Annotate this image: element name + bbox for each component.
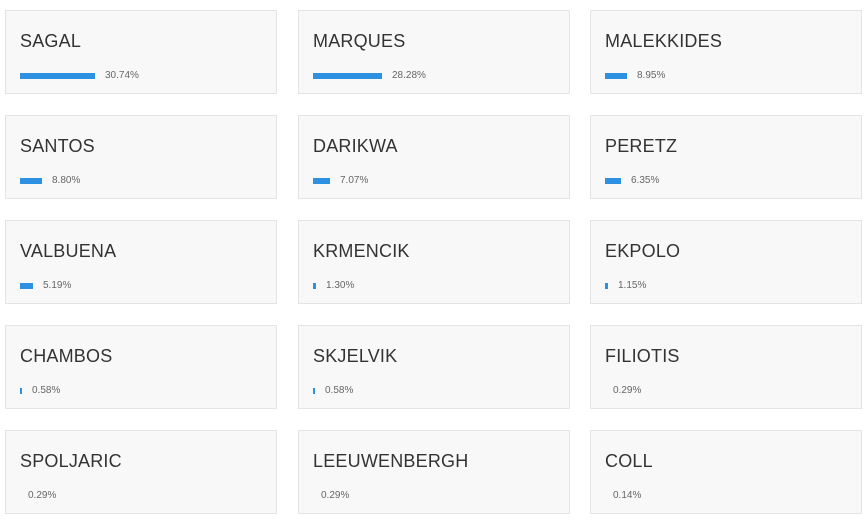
share-bar	[313, 178, 330, 184]
share-bar	[20, 283, 33, 289]
share-bar	[605, 283, 608, 289]
candidate-name: SANTOS	[20, 136, 95, 156]
result-card: SPOLJARIC 0.29%	[5, 430, 277, 514]
candidate-name: CHAMBOS	[20, 346, 113, 366]
share-percent: 0.29%	[321, 490, 350, 501]
share-row: 0.14%	[605, 491, 641, 501]
share-row: 0.29%	[313, 491, 349, 501]
share-bar	[313, 388, 315, 394]
share-row: 1.30%	[313, 281, 354, 291]
result-card: SKJELVIK 0.58%	[298, 325, 570, 409]
result-card: SAGAL 30.74%	[5, 10, 277, 94]
candidate-name: MARQUES	[313, 31, 406, 51]
share-percent: 0.14%	[613, 490, 642, 501]
result-card: CHAMBOS 0.58%	[5, 325, 277, 409]
share-percent: 0.58%	[325, 385, 354, 396]
candidate-name: SKJELVIK	[313, 346, 398, 366]
candidate-name: SAGAL	[20, 31, 82, 51]
share-bar	[313, 73, 382, 79]
candidate-name: VALBUENA	[20, 241, 117, 261]
share-row: 7.07%	[313, 176, 368, 186]
share-bar	[20, 73, 95, 79]
share-row: 0.58%	[313, 386, 353, 396]
share-row: 8.80%	[20, 176, 80, 186]
candidate-name: COLL	[605, 451, 653, 471]
result-card: FILIOTIS 0.29%	[590, 325, 862, 409]
share-percent: 8.95%	[637, 70, 666, 81]
result-card: EKPOLO 1.15%	[590, 220, 862, 304]
share-percent: 30.74%	[105, 70, 139, 81]
result-card: MARQUES 28.28%	[298, 10, 570, 94]
share-bar	[313, 283, 316, 289]
share-percent: 0.58%	[32, 385, 61, 396]
candidate-name: PERETZ	[605, 136, 678, 156]
share-row: 8.95%	[605, 71, 665, 81]
result-card: KRMENCIK 1.30%	[298, 220, 570, 304]
share-percent: 0.29%	[28, 490, 57, 501]
candidate-name: DARIKWA	[313, 136, 398, 156]
share-row: 28.28%	[313, 71, 426, 81]
share-percent: 8.80%	[52, 175, 81, 186]
share-percent: 0.29%	[613, 385, 642, 396]
candidate-name: EKPOLO	[605, 241, 681, 261]
result-card: LEEUWENBERGH 0.29%	[298, 430, 570, 514]
result-card: PERETZ 6.35%	[590, 115, 862, 199]
share-row: 0.29%	[20, 491, 56, 501]
result-card: SANTOS 8.80%	[5, 115, 277, 199]
share-bar	[605, 73, 627, 79]
share-row: 1.15%	[605, 281, 646, 291]
candidate-name: SPOLJARIC	[20, 451, 122, 471]
result-card: COLL 0.14%	[590, 430, 862, 514]
candidate-name: FILIOTIS	[605, 346, 680, 366]
result-card: VALBUENA 5.19%	[5, 220, 277, 304]
share-bar	[605, 178, 621, 184]
candidate-name: MALEKKIDES	[605, 31, 723, 51]
share-percent: 5.19%	[43, 280, 72, 291]
result-card: DARIKWA 7.07%	[298, 115, 570, 199]
share-percent: 1.30%	[326, 280, 355, 291]
share-row: 0.29%	[605, 386, 641, 396]
share-bar	[20, 178, 42, 184]
share-percent: 28.28%	[392, 70, 426, 81]
share-percent: 7.07%	[340, 175, 369, 186]
share-row: 30.74%	[20, 71, 139, 81]
result-card: MALEKKIDES 8.95%	[590, 10, 862, 94]
candidate-name: LEEUWENBERGH	[313, 451, 469, 471]
share-row: 0.58%	[20, 386, 60, 396]
share-row: 6.35%	[605, 176, 659, 186]
share-percent: 1.15%	[618, 280, 647, 291]
candidate-name: KRMENCIK	[313, 241, 410, 261]
share-percent: 6.35%	[631, 175, 660, 186]
share-bar	[20, 388, 22, 394]
share-row: 5.19%	[20, 281, 71, 291]
